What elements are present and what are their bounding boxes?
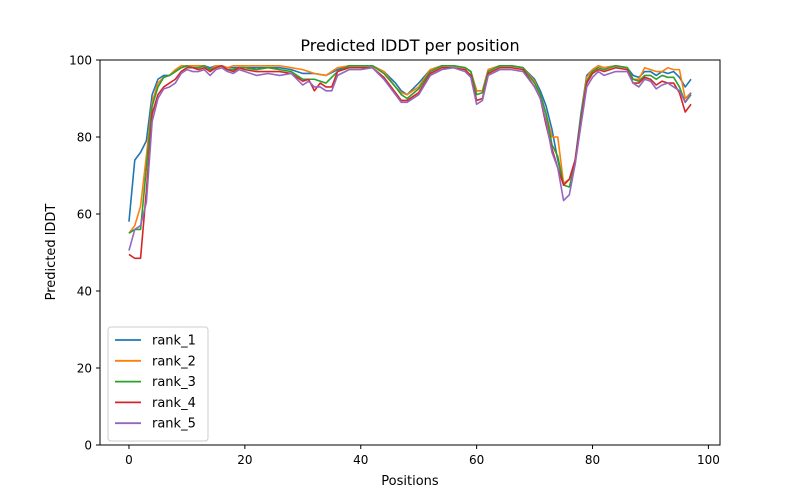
legend-label: rank_5 [152,417,196,432]
x-tick-label: 0 [125,453,133,467]
plot-frame [99,59,721,446]
series-line-rank-4 [128,64,692,260]
legend-label: rank_3 [152,375,196,390]
y-tick-label: 80 [77,131,92,145]
legend-label: rank_2 [152,354,196,369]
series-group [128,64,692,260]
y-tick-label: 40 [77,285,92,299]
x-tick-label: 20 [237,453,252,467]
y-tick-label: 0 [84,439,92,453]
series-line-rank-3 [128,64,692,234]
y-tick-label: 100 [69,54,92,68]
legend-label: rank_4 [152,396,196,411]
x-tick-label: 100 [697,453,720,467]
chart-title: Predicted lDDT per position [300,36,519,55]
x-axis: 0 20 40 60 80 100 [125,445,720,467]
y-axis: 0 20 40 60 80 100 [69,54,100,453]
series-line-rank-5 [128,66,692,251]
x-tick-label: 40 [353,453,368,467]
legend-label: rank_1 [152,334,196,349]
x-axis-label: Positions [381,474,439,489]
y-axis-label: Predicted lDDT [44,204,59,301]
x-tick-label: 60 [469,453,484,467]
legend: rank_1 rank_2 rank_3 rank_4 rank_5 [107,326,209,442]
x-tick-label: 80 [585,453,600,467]
y-tick-label: 60 [77,208,92,222]
y-tick-label: 20 [77,362,92,376]
legend-box [107,326,209,442]
